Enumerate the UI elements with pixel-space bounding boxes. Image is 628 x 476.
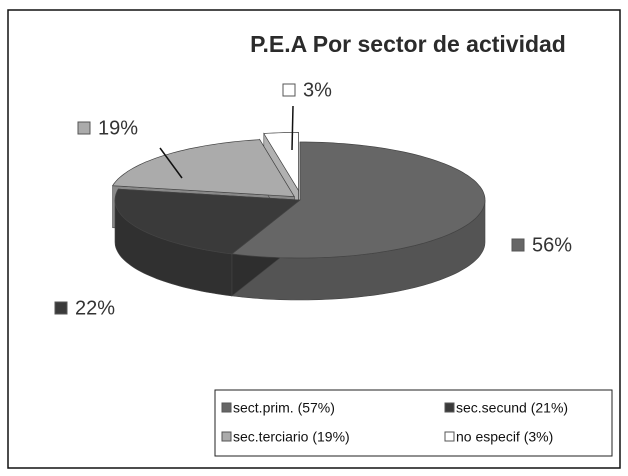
legend-swatch — [221, 402, 232, 413]
leader-line — [159, 147, 183, 179]
leader-line — [291, 105, 294, 151]
data-label-marker — [282, 83, 296, 97]
data-label: 56% — [532, 234, 572, 256]
legend-label: sec.secund (21%) — [456, 400, 568, 416]
legend-swatch — [444, 431, 455, 442]
data-label: 19% — [98, 117, 138, 139]
chart-title: P.E.A Por sector de actividad — [250, 31, 566, 57]
data-label: 22% — [75, 297, 115, 319]
legend-swatch — [444, 402, 455, 413]
slice — [263, 132, 299, 192]
legend-label: sect.prim. (57%) — [233, 400, 335, 416]
slice — [231, 141, 486, 259]
legend-label: no especif (3%) — [456, 429, 553, 445]
data-label-marker — [77, 121, 91, 135]
data-label: 3% — [303, 79, 332, 101]
legend-box — [214, 389, 613, 457]
legend-swatch — [221, 431, 232, 442]
data-label-marker — [511, 238, 525, 252]
legend-label: sec.terciario (19%) — [233, 429, 350, 445]
slice — [114, 188, 301, 255]
slice — [111, 139, 295, 197]
data-label-marker — [54, 301, 68, 315]
